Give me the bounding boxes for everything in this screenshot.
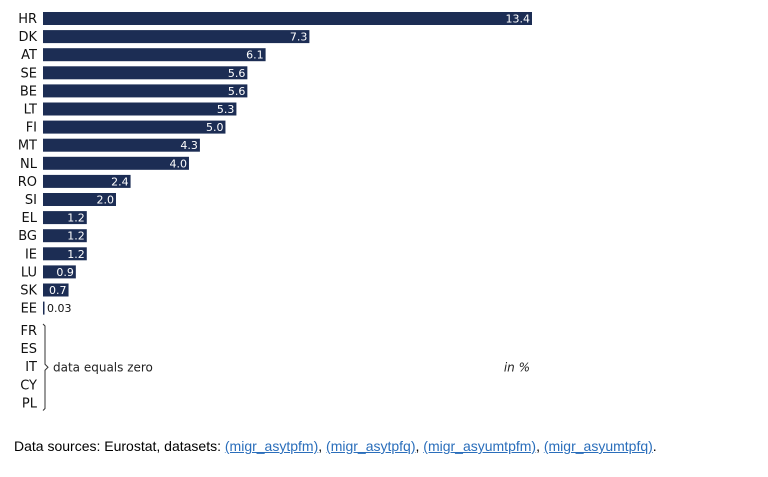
dataset-link-migr-asytpfm[interactable]: (migr_asytpfm)	[224, 438, 319, 454]
value-label: 6.1	[246, 49, 264, 62]
bar	[43, 229, 87, 243]
bar	[43, 283, 69, 297]
category-label: IE	[25, 247, 37, 262]
value-label: 0.03	[47, 302, 72, 315]
category-label: LU	[21, 265, 37, 280]
category-label: SK	[20, 284, 37, 299]
zero-category-label: ES	[21, 342, 37, 357]
zero-category-label: PL	[22, 396, 38, 411]
bar	[43, 247, 87, 261]
bar	[43, 211, 87, 225]
value-label: 5.6	[228, 67, 246, 80]
bar	[43, 193, 116, 206]
category-label: SI	[25, 193, 37, 208]
footer-prefix: Data sources: Eurostat, datasets:	[14, 438, 225, 454]
bar	[43, 102, 237, 116]
value-label: 2.0	[96, 194, 114, 207]
zero-data-note: data equals zero	[53, 360, 153, 374]
value-label: 2.4	[111, 175, 129, 188]
bar	[43, 84, 248, 98]
footer-suffix: .	[652, 438, 657, 454]
value-label: 5.6	[228, 85, 246, 98]
bar	[43, 138, 200, 152]
value-label: 7.3	[290, 31, 308, 44]
value-label: 1.2	[67, 248, 85, 261]
bar	[43, 48, 266, 62]
category-label: LT	[24, 103, 37, 118]
value-label: 5.3	[217, 103, 235, 116]
category-label: NL	[20, 157, 38, 172]
value-label: 5.0	[206, 121, 224, 134]
value-label: 1.2	[67, 212, 85, 225]
bar	[43, 120, 226, 134]
zero-data-brace	[42, 323, 49, 411]
value-label: 1.2	[67, 230, 85, 243]
footer-separator: ,	[536, 438, 544, 454]
bar	[43, 66, 248, 80]
bar-chart: HR 13.4 DK 7.3 AT 6.1 SE 5.6 BE 5.6 LT 5.3 FI 5.0 MT 4.…	[18, 12, 532, 411]
dataset-link-migr-asyumtpfm[interactable]: (migr_asyumtpfm)	[423, 438, 537, 454]
category-label: RO	[18, 175, 37, 190]
value-label: 13.4	[506, 13, 531, 26]
dataset-link-migr-asytpfq[interactable]: (migr_asytpfq)	[326, 438, 416, 454]
category-label: SE	[21, 66, 37, 81]
category-label: BE	[20, 84, 37, 99]
footer-separator: ,	[415, 438, 424, 454]
dataset-link-migr-asyumtpfq[interactable]: (migr_asyumtpfq)	[543, 438, 653, 454]
value-label: 4.3	[180, 139, 198, 152]
data-sources-footer: Data sources: Eurostat, datasets: (migr_…	[14, 438, 657, 454]
value-label: 4.0	[169, 157, 187, 170]
bar	[43, 156, 189, 170]
category-label: BG	[18, 229, 37, 244]
category-label: DK	[18, 30, 37, 45]
bar	[43, 174, 131, 188]
zero-category-label: IT	[25, 360, 37, 375]
value-label: 0.7	[49, 284, 67, 297]
unit-note: in %	[504, 360, 530, 374]
bar	[43, 265, 76, 279]
category-label: HR	[18, 12, 37, 27]
zero-category-label: FR	[20, 324, 37, 339]
bar	[43, 301, 45, 315]
value-label: 0.9	[56, 266, 74, 279]
bar	[43, 12, 532, 25]
zero-category-label: CY	[20, 378, 37, 393]
category-label: EE	[21, 302, 37, 317]
category-label: FI	[26, 121, 37, 136]
footer-separator: ,	[318, 438, 327, 454]
category-label: MT	[18, 139, 37, 154]
bar	[43, 30, 310, 44]
category-label: AT	[21, 48, 37, 63]
category-label: EL	[22, 211, 38, 226]
